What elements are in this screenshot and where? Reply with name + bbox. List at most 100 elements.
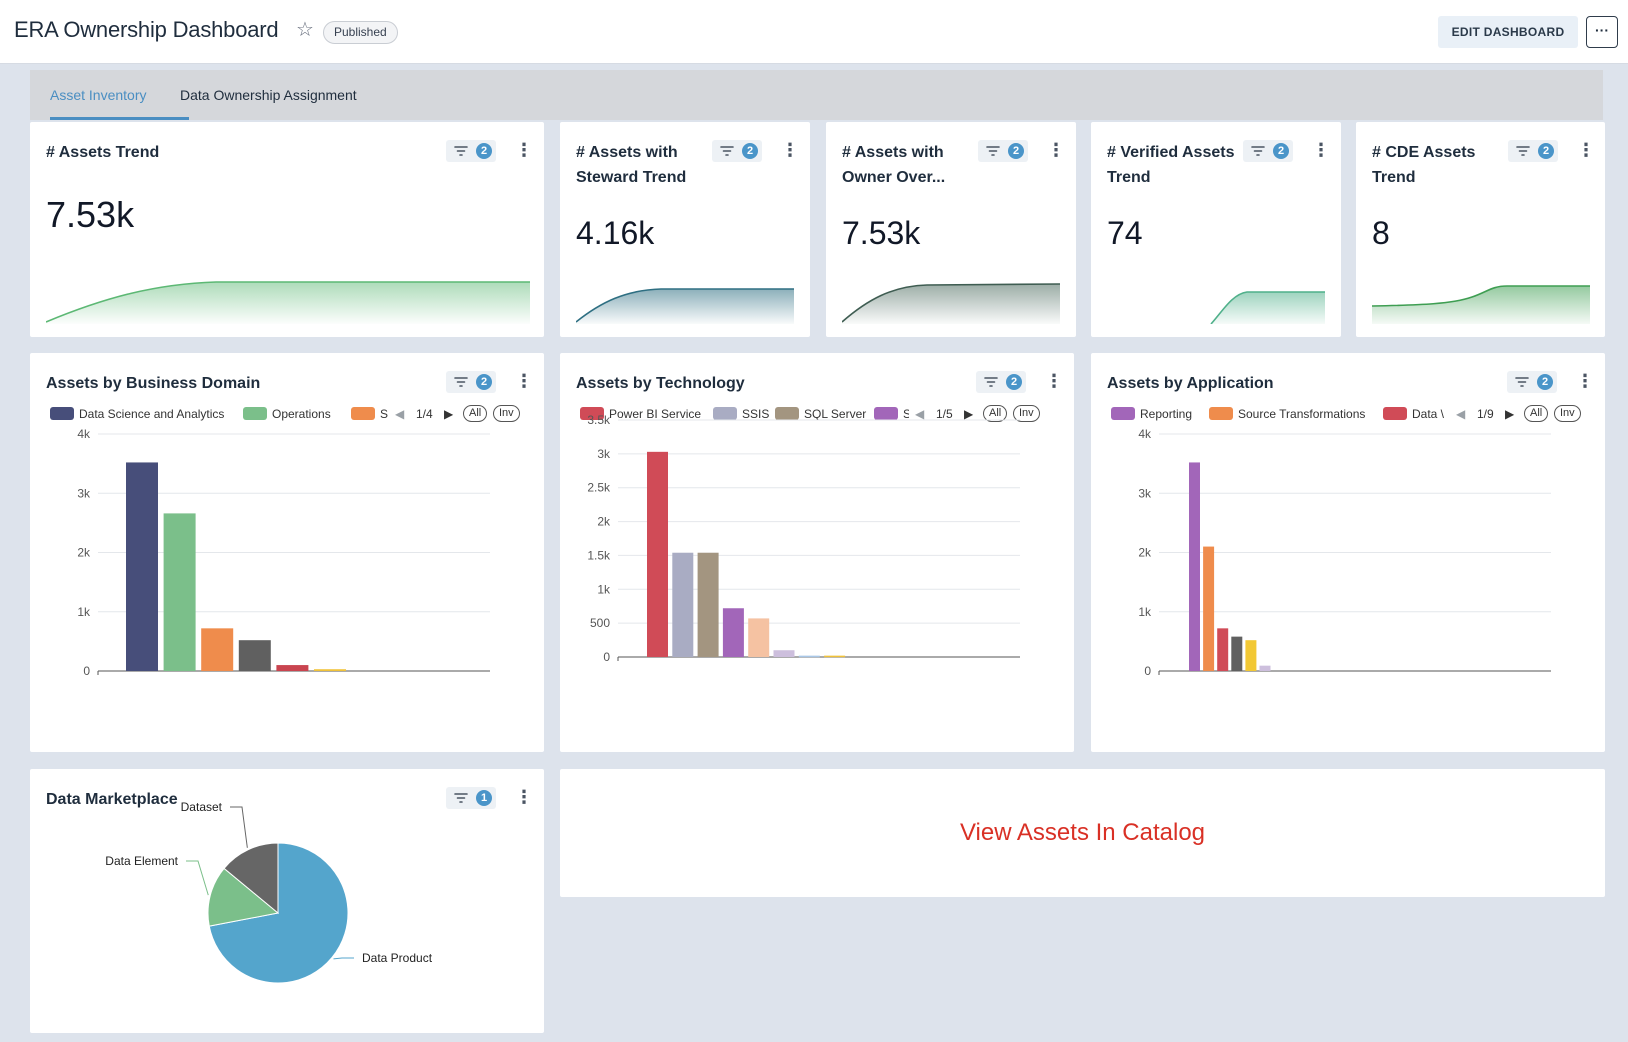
filter-icon — [1515, 377, 1529, 387]
legend-label: Power BI Service — [609, 407, 702, 421]
bar — [276, 665, 309, 671]
filter-icon — [984, 377, 998, 387]
y-tick-label: 1.5k — [587, 548, 611, 562]
bar — [672, 552, 694, 657]
filter-count-badge: 2 — [742, 143, 758, 159]
legend-swatch — [351, 407, 375, 420]
filter-button[interactable]: 2 — [446, 371, 496, 393]
filter-button[interactable]: 2 — [1508, 140, 1558, 162]
legend-all-button[interactable]: All — [1524, 405, 1549, 422]
legend-inverse-button[interactable]: Inv — [493, 405, 520, 422]
legend-next-icon[interactable]: ▶ — [964, 407, 974, 421]
tab-data-ownership-assignment[interactable]: Data Ownership Assignment — [180, 87, 357, 103]
kebab-menu-icon[interactable]: ⋮ — [1047, 140, 1065, 160]
filter-button[interactable]: 1 — [446, 787, 496, 809]
bar-chart: 0 1k 2k 3k 4k — [77, 427, 490, 678]
legend-label: Reporting — [1140, 407, 1193, 421]
legend-item[interactable]: Data \ — [1383, 405, 1451, 423]
bar — [1245, 640, 1257, 671]
kebab-menu-icon[interactable]: ⋮ — [515, 140, 533, 160]
filter-button[interactable]: 2 — [1243, 140, 1293, 162]
kpi-value: 7.53k — [842, 215, 921, 251]
bar — [1189, 462, 1200, 671]
catalog-link-card: View Assets In Catalog — [560, 769, 1605, 897]
legend-item[interactable]: SQL Server — [775, 405, 867, 423]
legend-item[interactable]: Data Science and Analytics — [50, 405, 235, 423]
legend-inverse-button[interactable]: Inv — [1554, 405, 1581, 422]
legend-next-icon[interactable]: ▶ — [1505, 407, 1515, 421]
card-title: Assets by Business Domain — [46, 375, 261, 392]
y-tick-label: 2.5k — [587, 481, 611, 495]
kebab-menu-icon[interactable]: ⋮ — [1312, 140, 1330, 160]
legend-item[interactable]: Source Transformations — [1209, 405, 1374, 423]
legend-inverse-button[interactable]: Inv — [1013, 405, 1040, 422]
kpi-value: 8 — [1372, 215, 1390, 251]
card-title: Data Marketplace — [46, 791, 178, 808]
bar — [201, 628, 234, 671]
legend-swatch — [1111, 407, 1135, 420]
edit-dashboard-button[interactable]: EDIT DASHBOARD — [1438, 16, 1578, 48]
legend-swatch — [1209, 407, 1233, 420]
filter-button[interactable]: 2 — [446, 140, 496, 162]
legend-item[interactable]: Power BI Service — [580, 405, 705, 423]
chart-legend: Power BI Service SSIS SQL Server S ◀ 1/5… — [580, 405, 1060, 423]
bar — [647, 451, 668, 657]
filter-button[interactable]: 2 — [1507, 371, 1557, 393]
kebab-menu-icon[interactable]: ⋮ — [781, 140, 799, 160]
filter-icon — [454, 146, 468, 156]
legend-all-button[interactable]: All — [983, 405, 1008, 422]
filter-count-badge: 1 — [476, 790, 492, 806]
legend-item[interactable]: S — [874, 405, 909, 423]
legend-page: 1/5 — [936, 407, 953, 421]
y-tick-label: 3k — [597, 447, 611, 461]
y-tick-label: 0 — [83, 664, 90, 678]
legend-prev-icon[interactable]: ◀ — [915, 407, 925, 421]
legend-item[interactable]: Operations — [243, 405, 343, 423]
y-tick-label: 1k — [1138, 605, 1152, 619]
card-title: # Verified Assets Trend — [1107, 144, 1235, 186]
filter-count-badge: 2 — [1273, 143, 1289, 159]
legend-item[interactable]: Reporting — [1111, 405, 1206, 423]
legend-prev-icon[interactable]: ◀ — [395, 407, 405, 421]
legend-prev-icon[interactable]: ◀ — [1456, 407, 1466, 421]
legend-all-button[interactable]: All — [463, 405, 488, 422]
y-tick-label: 4k — [1138, 427, 1152, 441]
filter-button[interactable]: 2 — [976, 371, 1026, 393]
legend-swatch — [874, 407, 898, 420]
kebab-menu-icon[interactable]: ⋮ — [1577, 140, 1595, 160]
legend-page: 1/9 — [1477, 407, 1494, 421]
kpi-value: 7.53k — [46, 194, 135, 235]
more-options-button[interactable]: ··· — [1586, 16, 1618, 48]
filter-button[interactable]: 2 — [978, 140, 1028, 162]
y-tick-label: 1k — [597, 582, 611, 596]
bar — [722, 608, 744, 657]
bar — [798, 655, 820, 658]
view-assets-in-catalog-link[interactable]: View Assets In Catalog — [959, 819, 1206, 846]
pie-label-line — [186, 860, 209, 896]
star-icon[interactable]: ☆ — [296, 19, 314, 41]
bar — [1217, 628, 1229, 671]
sparkline — [1372, 285, 1590, 324]
legend-label: S — [903, 407, 909, 421]
tab-bar: Asset Inventory Data Ownership Assignmen… — [30, 70, 1603, 120]
y-tick-label: 2k — [597, 515, 611, 529]
filter-count-badge: 2 — [1008, 143, 1024, 159]
bar-chart: 0 500 1k 1.5k 2k 2.5k 3k 3.5k — [587, 413, 1020, 664]
chart-legend: Reporting Source Transformations Data \ … — [1111, 405, 1591, 423]
bar-chart: 0 1k 2k 3k 4k — [1138, 427, 1551, 678]
filter-count-badge: 2 — [476, 143, 492, 159]
chart-legend: Data Science and Analytics Operations S … — [50, 405, 530, 423]
chart-card-data-marketplace: Data Marketplace 1 ⋮ Data Product Data El… — [30, 769, 544, 1033]
legend-item[interactable]: S — [351, 405, 389, 423]
legend-label: SQL Server — [804, 407, 867, 421]
tab-asset-inventory[interactable]: Asset Inventory — [50, 87, 147, 103]
status-badge: Published — [323, 21, 398, 44]
pie-slice — [223, 842, 279, 915]
legend-item[interactable]: SSIS — [713, 405, 769, 423]
y-tick-label: 3k — [77, 486, 91, 500]
legend-next-icon[interactable]: ▶ — [444, 407, 454, 421]
y-tick-label: 0 — [1144, 664, 1151, 678]
card-title: Assets by Application — [1107, 375, 1274, 392]
filter-button[interactable]: 2 — [712, 140, 762, 162]
chart-card-business-domain: Assets by Business Domain 2 ⋮ Data Scien… — [30, 353, 544, 752]
